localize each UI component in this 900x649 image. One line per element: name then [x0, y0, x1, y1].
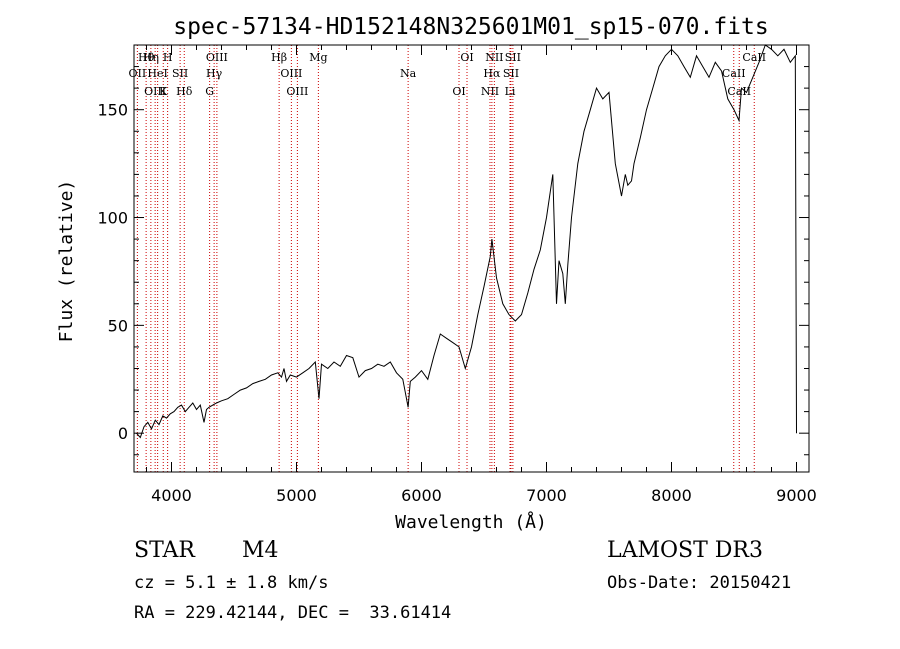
survey-label: LAMOST DR3	[607, 538, 763, 563]
line-marker-labels: Hθ OII OIII Hη HeI K H SII Hδ OIII Hγ G Hβ OIII OIII Mg…	[129, 51, 767, 98]
line-marker-label: Hα	[483, 67, 501, 80]
line-marker-label: SII	[505, 51, 521, 64]
line-marker-label: SII	[172, 67, 188, 80]
line-marker-label: OIII	[280, 67, 302, 80]
obs-date: Obs-Date: 20150421	[607, 573, 792, 593]
y-tick-label: 0	[118, 424, 128, 443]
line-marker-label: Hη	[143, 51, 159, 64]
line-marker-label: OIII	[286, 85, 308, 98]
line-marker-label: Hβ	[271, 51, 287, 64]
line-marker-label: NII	[481, 85, 499, 98]
line-marker-label: CaII	[722, 67, 746, 80]
line-marker-label: NII	[485, 51, 503, 64]
line-marker-label: SII	[503, 67, 519, 80]
redshift-cz: cz = 5.1 ± 1.8 km/s	[134, 573, 329, 593]
line-marker-label: HeI	[147, 67, 167, 80]
spectrum-series	[136, 44, 797, 439]
line-marker-label: Hθ	[138, 51, 155, 64]
x-tick-label: 4000	[151, 486, 192, 505]
y-tick-label: 50	[108, 316, 128, 335]
line-marker-label: OI	[460, 51, 473, 64]
line-marker-label: OI	[452, 85, 465, 98]
y-axis-label: Flux (relative)	[56, 180, 77, 343]
x-tick-label: 9000	[776, 486, 817, 505]
line-marker-label: Hγ	[206, 67, 223, 80]
coordinates: RA = 229.42144, DEC = 33.61414	[134, 603, 452, 623]
x-tick-label: 5000	[276, 486, 317, 505]
x-tick-label: 8000	[651, 486, 692, 505]
line-markers	[136, 45, 755, 472]
y-tick-label: 100	[97, 209, 128, 228]
chart-title: spec-57134-HD152148N325601M01_sp15-070.f…	[173, 14, 768, 40]
y-axis: 0 50 100 150	[97, 44, 809, 456]
plot-frame	[133, 44, 810, 473]
line-marker-label: Hδ	[176, 85, 193, 98]
x-axis: 4000 5000 6000 7000 8000 9000	[146, 45, 817, 505]
line-marker-label: K	[159, 85, 168, 98]
line-marker-label: H	[163, 51, 173, 64]
x-axis-label: Wavelength (Å)	[395, 511, 547, 533]
object-subclass: M4	[242, 538, 279, 563]
line-marker-label: OII	[129, 67, 147, 80]
x-tick-label: 7000	[526, 486, 567, 505]
line-marker-label: OIII	[206, 51, 228, 64]
line-marker-label: Na	[400, 67, 417, 80]
line-marker-label: Li	[505, 85, 516, 98]
line-marker-label: Mg	[309, 51, 327, 64]
y-tick-label: 150	[97, 101, 128, 120]
line-marker-label: OIII	[144, 85, 166, 98]
line-marker-label: CaII	[742, 51, 766, 64]
x-tick-label: 6000	[401, 486, 442, 505]
line-marker-label: CaII	[727, 85, 751, 98]
object-class: STAR	[134, 538, 195, 563]
line-marker-label: G	[205, 85, 214, 98]
